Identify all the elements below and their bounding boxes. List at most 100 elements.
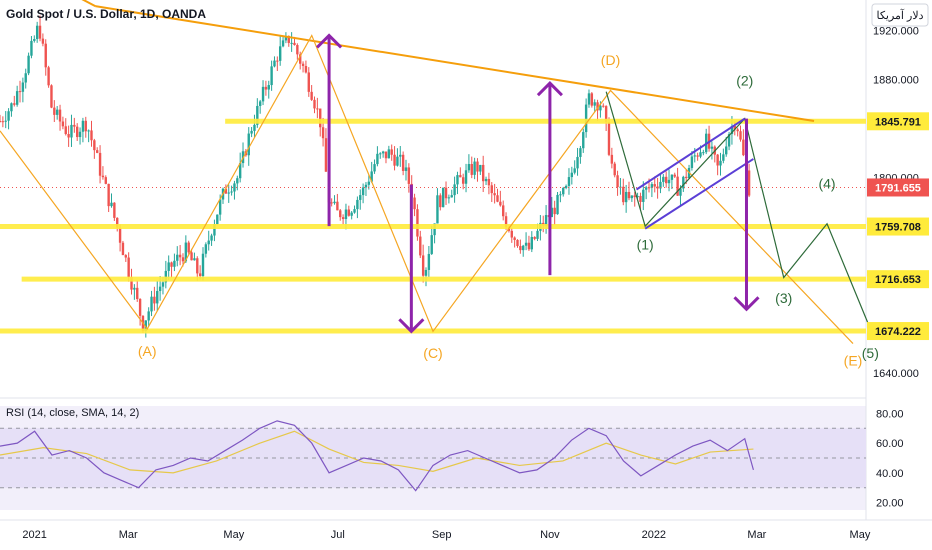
candle-body xyxy=(381,151,385,154)
candle-body xyxy=(21,82,25,92)
candle-body xyxy=(582,132,585,149)
candle-body xyxy=(153,296,156,304)
candle-body xyxy=(664,176,668,184)
measure-arrow-head xyxy=(536,81,563,97)
candle-body xyxy=(55,109,59,115)
candle-body xyxy=(15,91,19,105)
candle-body xyxy=(38,25,42,39)
level-price-tag-label: 1759.708 xyxy=(875,222,921,234)
candle-body xyxy=(550,207,554,218)
candle-body xyxy=(198,273,202,277)
candle-body xyxy=(247,133,250,156)
candle-body xyxy=(290,42,293,44)
candle-body xyxy=(562,187,565,195)
candle-body xyxy=(261,86,265,102)
candle-body xyxy=(61,121,65,127)
candle-body xyxy=(164,270,168,283)
candle-body xyxy=(610,154,614,164)
candle-body xyxy=(502,205,505,217)
rsi-tick-label: 80.00 xyxy=(876,408,904,420)
candle-body xyxy=(450,195,453,198)
candle-body xyxy=(81,120,85,132)
candle-body xyxy=(433,223,436,236)
candle-body xyxy=(622,186,625,203)
level-price-tag[interactable] xyxy=(867,112,929,131)
candle-body xyxy=(350,212,353,216)
candle-body xyxy=(613,163,616,176)
candle-body xyxy=(490,185,493,194)
impulse-wave-label: (4) xyxy=(818,175,835,191)
candle-body xyxy=(0,121,2,123)
candle-body xyxy=(41,38,45,44)
candle-body xyxy=(716,154,719,166)
candle-body xyxy=(307,72,310,92)
candle-body xyxy=(116,217,119,228)
rsi-label: RSI (14, close, SMA, 14, 2) xyxy=(6,407,139,419)
candle-body xyxy=(7,111,10,121)
candle-body xyxy=(393,154,396,166)
price-tick-label: 1920.000 xyxy=(873,26,919,38)
candle-body xyxy=(264,86,268,90)
candle-body xyxy=(64,126,67,135)
candle-body xyxy=(98,152,102,176)
candle-body xyxy=(690,156,694,168)
candle-body xyxy=(24,73,27,83)
candle-body xyxy=(533,236,536,239)
candle-body xyxy=(379,153,382,155)
rsi-line xyxy=(0,420,754,492)
candle-body xyxy=(624,191,628,203)
candle-body xyxy=(404,167,408,171)
candle-body xyxy=(693,155,696,157)
candle-body xyxy=(150,296,153,312)
candle-body xyxy=(296,45,299,55)
candle-body xyxy=(679,188,682,196)
candle-body xyxy=(573,168,576,173)
chart-title: Gold Spot / U.S. Dollar, 1D, OANDA xyxy=(6,7,206,21)
candle-body xyxy=(599,105,602,111)
candle-body xyxy=(170,262,173,267)
candle-body xyxy=(341,217,345,220)
candle-body xyxy=(444,187,448,199)
candle-body xyxy=(559,194,562,196)
levels-layer xyxy=(0,118,866,334)
last-price-tag[interactable] xyxy=(867,178,929,197)
candle-body xyxy=(564,185,568,188)
time-axis-label: Mar xyxy=(119,529,138,541)
candle-body xyxy=(596,102,599,111)
candle-body xyxy=(30,40,33,56)
candle-body xyxy=(347,209,351,216)
candle-body xyxy=(339,210,342,218)
candle-body xyxy=(158,286,162,292)
candle-body xyxy=(727,134,731,147)
level-price-tag[interactable] xyxy=(867,217,929,236)
candle-body xyxy=(387,149,391,159)
candle-body xyxy=(447,197,451,199)
currency-badge[interactable]: دلار آمریکا xyxy=(871,3,929,27)
level-price-tag[interactable] xyxy=(867,322,929,341)
candle-body xyxy=(736,129,739,132)
candle-body xyxy=(684,176,688,179)
candle-body xyxy=(167,262,170,271)
candle-body xyxy=(710,146,714,149)
candle-body xyxy=(493,193,496,196)
rsi-tick-label: 40.00 xyxy=(876,468,904,480)
level-price-tag[interactable] xyxy=(867,270,929,289)
impulse-wave-label: (3) xyxy=(775,290,792,306)
candle-body xyxy=(278,46,282,61)
rising-channel-line xyxy=(635,117,746,191)
candle-body xyxy=(390,149,393,155)
candle-body xyxy=(607,121,611,155)
candle-body xyxy=(161,282,165,287)
candle-body xyxy=(121,242,125,256)
candle-body xyxy=(70,124,73,138)
candle-body xyxy=(464,170,468,184)
candle-body xyxy=(639,195,642,202)
candle-body xyxy=(127,257,130,278)
candle-body xyxy=(201,253,205,277)
rsi-layer xyxy=(0,420,866,492)
candle-body xyxy=(113,202,116,218)
candle-body xyxy=(481,164,485,182)
candle-body xyxy=(384,151,388,159)
candle-body xyxy=(333,201,336,204)
